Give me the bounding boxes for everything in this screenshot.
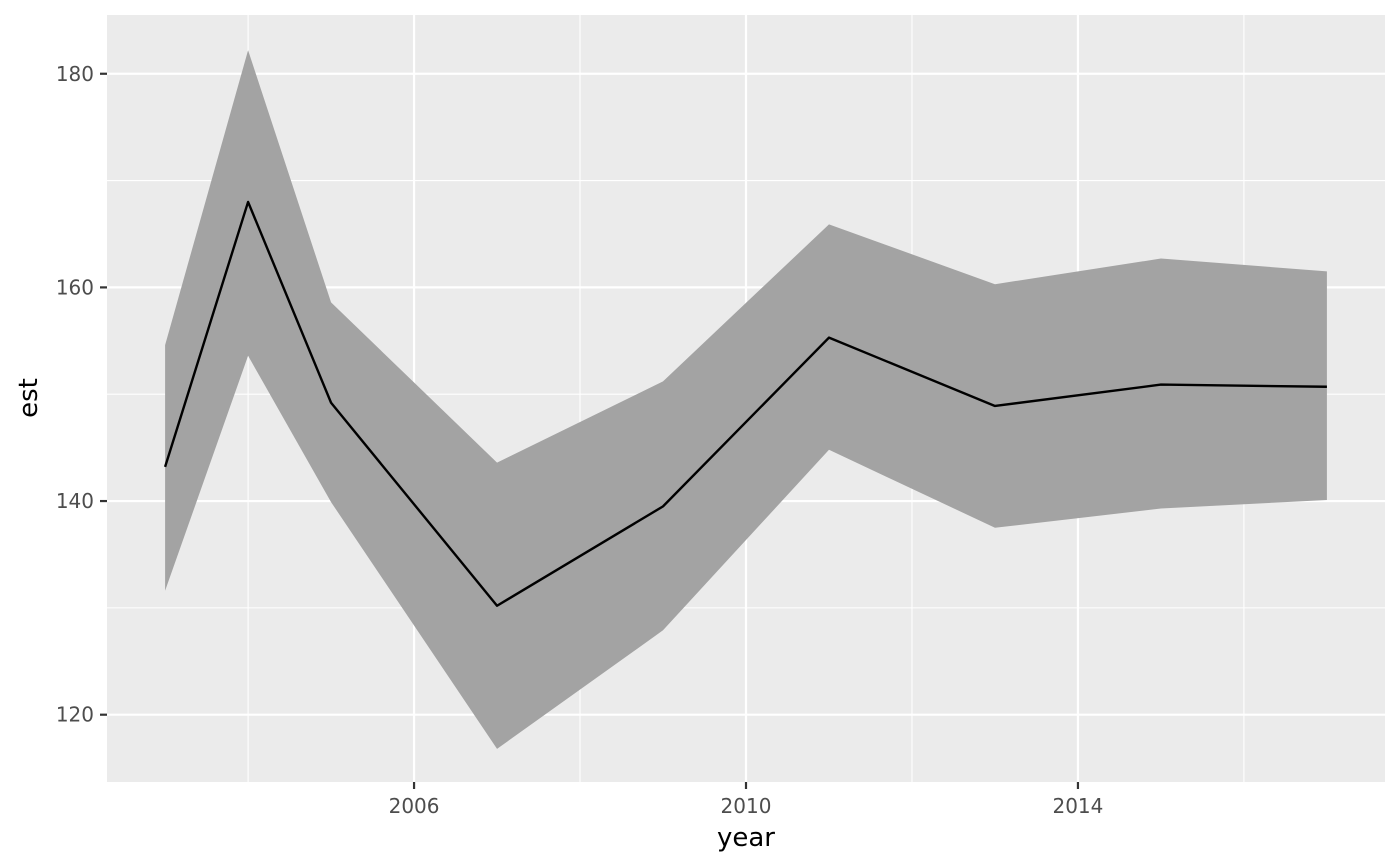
y-tick-label: 180 — [56, 62, 94, 86]
y-axis-title: est — [14, 378, 44, 418]
confidence-ribbons — [165, 50, 1327, 749]
y-tick-label: 160 — [56, 275, 94, 299]
y-tick-label: 120 — [56, 703, 94, 727]
x-tick-label: 2010 — [721, 794, 772, 818]
y-tick-label: 140 — [56, 489, 94, 513]
x-tick-label: 2006 — [389, 794, 440, 818]
x-tick-label: 2014 — [1052, 794, 1103, 818]
estimate-lines — [163, 200, 1327, 607]
estimate-line — [163, 200, 1327, 607]
x-axis-title: year — [717, 823, 775, 853]
x-axis: 2006 2010 2014 — [389, 782, 1103, 818]
confidence-ribbon — [165, 50, 1327, 749]
y-axis: 120 140 160 180 — [56, 62, 107, 727]
